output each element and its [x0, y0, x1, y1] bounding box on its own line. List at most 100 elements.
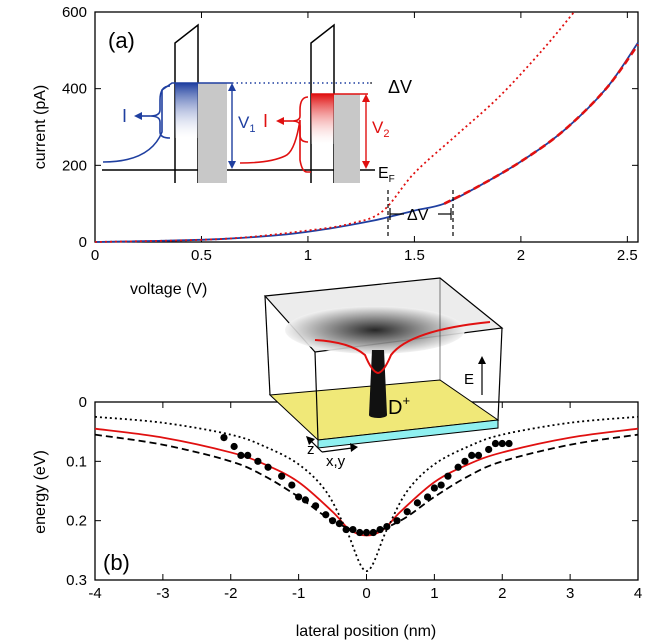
panel-a-ylabel: current (pA) [32, 85, 49, 169]
panel-b-data-point [264, 463, 272, 471]
panel-b-xtick-label: -1 [292, 585, 305, 602]
right-arrowhead [276, 117, 284, 125]
panel-b-data-point [444, 472, 452, 480]
fermi-level-label: EF [378, 165, 395, 185]
panel-b-data-point [430, 484, 438, 492]
panel-b-data-point [230, 442, 238, 451]
panel-a-ytick-label: 0 [79, 234, 87, 251]
donor-label: D+ [388, 393, 410, 419]
panel-b-data-point [369, 528, 377, 537]
panel-b-xtick-label: -2 [224, 585, 237, 602]
panel-b-data-point [322, 511, 330, 519]
right-band-bending [239, 119, 311, 173]
panel-b-data-point [328, 517, 337, 525]
left-band-bending [102, 82, 232, 163]
panel-a-ytick-label: 400 [62, 81, 87, 98]
panel-b-data-point [244, 451, 252, 459]
e-axis-label: E [464, 371, 474, 388]
panel-b-data-point [423, 493, 432, 501]
potential-well-spike [369, 350, 387, 415]
panel-b-xtick-label: 2 [498, 585, 506, 602]
panel-a-xtick-label: 2 [517, 247, 525, 264]
panel-b-data-point [474, 451, 483, 459]
panel-a-xtick-label: 0.5 [191, 247, 212, 264]
panel-b-ytick-label: 0.2 [66, 513, 87, 530]
delta-v-marker: ΔV [387, 190, 454, 238]
inset-floor-edge [317, 419, 499, 449]
panel-b-xtick-label: -4 [88, 585, 101, 602]
panel-b-data-point [220, 434, 228, 442]
panel-b-data-point [491, 439, 500, 448]
spike-base [369, 412, 387, 418]
panel-b-ytick-label: 0.3 [66, 572, 87, 589]
xy-axis-arrowhead [350, 443, 358, 452]
delta-v-label-top: ΔV [388, 77, 412, 97]
v2-arrowhead-up [362, 94, 370, 102]
v2-arrowhead-down [362, 161, 370, 169]
right-current-label: I [263, 111, 268, 131]
box-edge-1 [264, 295, 271, 396]
panel-a-xtick-label: 2.5 [617, 247, 638, 264]
panel-b-data-point [393, 517, 401, 525]
e-axis-arrowhead [478, 356, 486, 364]
panel-b-data-point [485, 445, 493, 454]
panel-b-ytick-label: 0 [79, 394, 87, 411]
panel-b-data-point [301, 496, 310, 504]
panel-b-data-point [505, 439, 513, 448]
panel-b-data-point [295, 493, 303, 501]
left-arrowhead [134, 112, 142, 120]
left-tip-block [198, 83, 227, 183]
panel-b-series-solid [94, 427, 639, 537]
panel-b-data-point [335, 520, 343, 528]
panel-b-data-point [376, 525, 384, 534]
panel-b-data-point [383, 523, 391, 531]
panel-a-series-dashed [443, 43, 640, 205]
panel-b-xtick-label: -3 [156, 585, 169, 602]
panel-b: -4 -3 -2 -1 0 1 2 3 4 0 0.1 0.2 0.3 lateral position… [32, 394, 642, 640]
delta-v-label: ΔV [407, 207, 429, 224]
panel-b-series-dashed [94, 433, 639, 534]
panel-b-data-point [468, 451, 476, 459]
panel-a: 0 0.5 1 1.5 2 2.5 0 200 400 600 voltage (V) curre… [32, 4, 640, 298]
panel-b-series-dotted [94, 415, 639, 573]
panel-b-label: (b) [103, 550, 130, 575]
panel-a-frame [94, 11, 639, 243]
xy-axis-label: x,y [326, 453, 346, 470]
left-occupied-states [175, 83, 198, 138]
panel-b-xtick-label: 3 [566, 585, 574, 602]
right-current-brace [291, 96, 309, 143]
panel-b-data-point [403, 508, 411, 516]
panel-a-xlabel: voltage (V) [130, 281, 207, 298]
right-tip-block [334, 94, 360, 183]
panel-b-series [94, 415, 639, 573]
panel-b-xlabel: lateral position (nm) [296, 623, 437, 640]
panel-a-xtick-label: 1 [304, 247, 312, 264]
panel-b-data-point [461, 457, 469, 465]
panel-b-data-point [349, 525, 357, 534]
potential-cross-section [314, 321, 491, 375]
panel-a-series-dotted [94, 11, 575, 243]
panel-a-ytick-label: 200 [62, 157, 87, 174]
box-edge-2 [314, 351, 319, 441]
panel-b-data-point [342, 525, 350, 534]
panel-a-ticks: 0 0.5 1 1.5 2 2.5 0 200 400 600 [62, 4, 638, 264]
panel-b-ytick-label: 0.1 [66, 453, 87, 470]
panel-b-data-point [311, 502, 320, 510]
panel-b-data-point [498, 439, 506, 448]
v1-arrowhead-up [228, 83, 236, 91]
left-current-label: I [122, 106, 127, 126]
v1-label: V1 [238, 113, 255, 135]
3d-potential-inset: D+ E z x,y [263, 277, 504, 470]
panel-b-data-point [254, 457, 262, 465]
box-edge-3 [497, 327, 503, 421]
panel-b-data-point [356, 528, 364, 537]
panel-b-xtick-label: 1 [430, 585, 438, 602]
panel-b-xtick-label: 0 [362, 585, 370, 602]
right-occupied-states [311, 94, 334, 144]
panel-a-ytick-label: 600 [62, 4, 87, 21]
panel-b-xtick-label: 4 [634, 585, 642, 602]
panel-b-data-point [278, 472, 286, 480]
z-axis-arrowhead [306, 436, 315, 445]
panel-b-data-point [413, 499, 422, 507]
panel-b-data-point [437, 481, 445, 489]
